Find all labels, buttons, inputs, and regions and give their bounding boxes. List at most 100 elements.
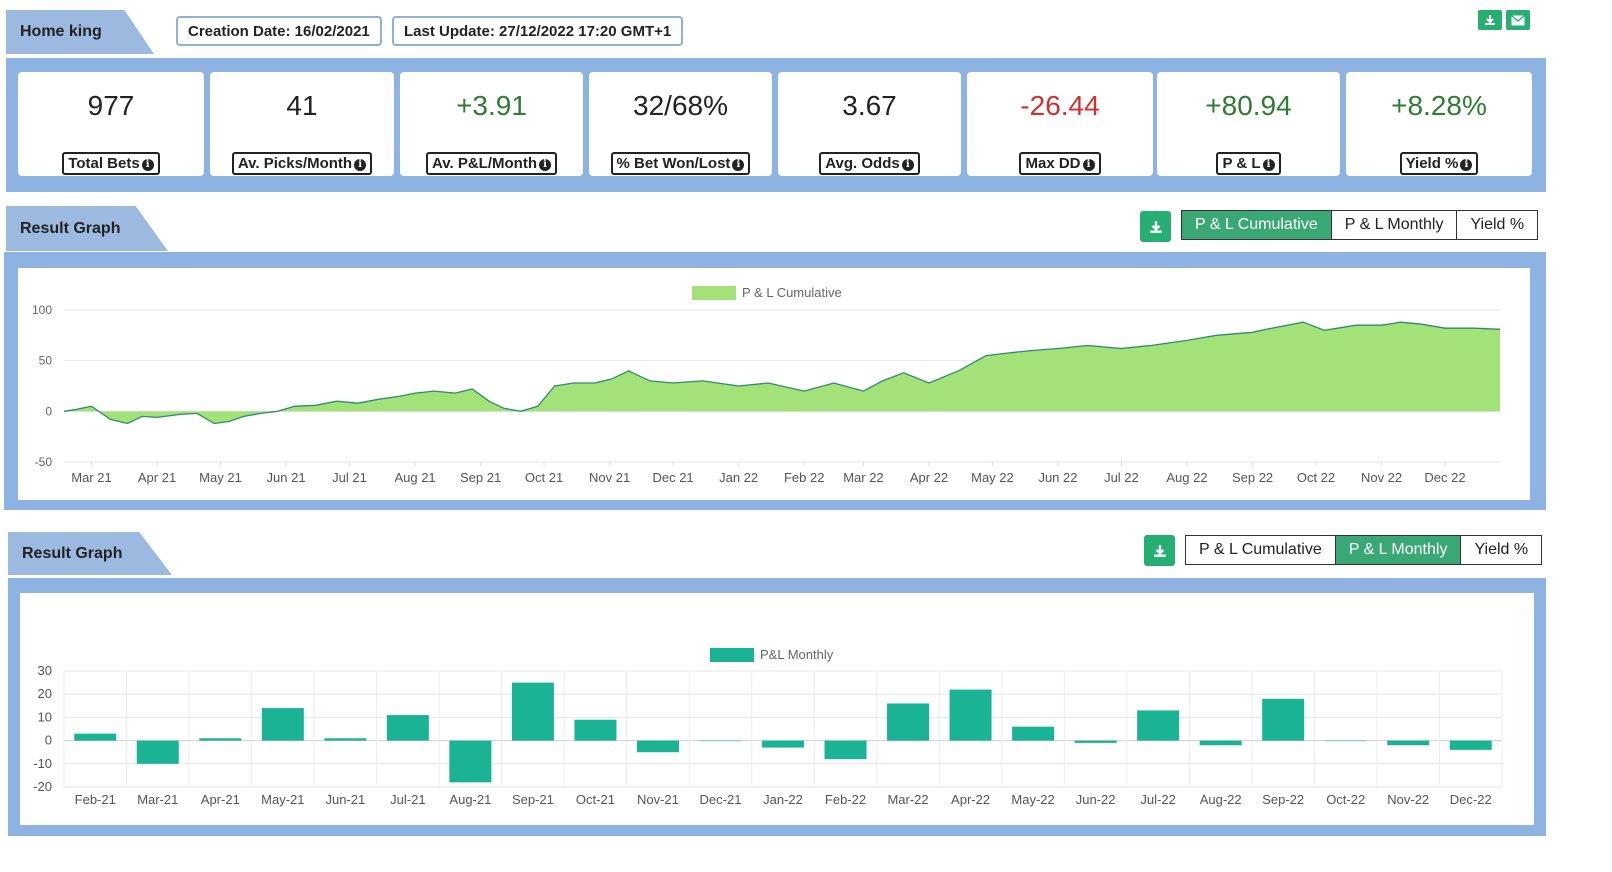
stat-label[interactable]: Max DD i bbox=[1019, 152, 1101, 175]
x-tick-label: Mar-22 bbox=[887, 792, 928, 807]
x-tick-label: Apr-21 bbox=[201, 792, 240, 807]
stat-label-text: P & L bbox=[1222, 155, 1261, 172]
x-tick-label: Mar 22 bbox=[843, 470, 883, 485]
x-tick-label: Feb 22 bbox=[784, 470, 824, 485]
x-tick-label: Sep 22 bbox=[1232, 470, 1273, 485]
x-tick-label: Aug 22 bbox=[1166, 470, 1207, 485]
x-tick-label: Dec 22 bbox=[1424, 470, 1465, 485]
x-tick-label: Nov-22 bbox=[1387, 792, 1429, 807]
x-tick-label: Apr 21 bbox=[138, 470, 176, 485]
stat-card: 3.67 Avg. Odds i bbox=[778, 72, 961, 176]
chart-mode-yield-button[interactable]: Yield % bbox=[1456, 211, 1538, 239]
stat-label[interactable]: Total Bets i bbox=[62, 152, 160, 175]
stat-label[interactable]: Avg. Odds i bbox=[819, 152, 920, 175]
bar bbox=[511, 682, 554, 741]
download-icon bbox=[1153, 544, 1166, 557]
chart-mode-cumulative-button[interactable]: P & L Cumulative bbox=[1182, 211, 1331, 239]
stat-label-text: Total Bets bbox=[68, 155, 140, 172]
stat-card: 977 Total Bets i bbox=[18, 72, 204, 176]
bar bbox=[699, 740, 742, 742]
stat-card: -26.44 Max DD i bbox=[967, 72, 1153, 176]
x-tick-label: Sep-22 bbox=[1262, 792, 1304, 807]
bar bbox=[1324, 740, 1367, 742]
download-icon[interactable] bbox=[1478, 10, 1502, 30]
stat-label-text: Max DD bbox=[1025, 155, 1081, 172]
bar bbox=[261, 708, 304, 741]
x-tick-label: Feb-22 bbox=[825, 792, 866, 807]
x-tick-label: Oct 22 bbox=[1297, 470, 1335, 485]
x-tick-label: Nov-21 bbox=[637, 792, 679, 807]
bar bbox=[1012, 726, 1055, 741]
stat-card: 32/68% % Bet Won/Lost i bbox=[589, 72, 772, 176]
chart2-panel: 30 20 10 0 -10 -20 Feb-21 Mar-21 Apr-21 May-21 Jun… bbox=[8, 578, 1546, 836]
stat-label[interactable]: Av. P&L/Month i bbox=[426, 152, 557, 175]
mail-icon[interactable] bbox=[1506, 10, 1530, 30]
x-tick-label: Dec-22 bbox=[1450, 792, 1492, 807]
bar bbox=[1074, 740, 1117, 743]
pnl-cumulative-chart: 100 50 0 -50 Mar 21 Apr 21 May 21 Jun 21 Jul 21 A… bbox=[32, 285, 1501, 485]
info-icon[interactable]: i bbox=[1262, 159, 1275, 171]
x-tick-label: Nov 21 bbox=[589, 470, 630, 485]
info-icon[interactable]: i bbox=[354, 159, 367, 171]
chart-mode-monthly-button[interactable]: P & L Monthly bbox=[1330, 211, 1457, 239]
info-icon[interactable]: i bbox=[539, 159, 551, 171]
stat-label[interactable]: Yield % i bbox=[1399, 152, 1479, 175]
x-tick-label: Dec-21 bbox=[700, 792, 742, 807]
stat-label[interactable]: % Bet Won/Lost i bbox=[610, 152, 751, 175]
x-tick-label: May-22 bbox=[1011, 792, 1054, 807]
x-tick-label: Jul 21 bbox=[332, 470, 367, 485]
chart1-mode-toggle: P & L Cumulative P & L Monthly Yield % bbox=[1181, 210, 1539, 240]
stat-label-text: Av. Picks/Month bbox=[237, 155, 353, 172]
stat-value: +8.28% bbox=[1391, 90, 1487, 121]
stat-value: +3.91 bbox=[456, 90, 527, 121]
chart1-download-button[interactable] bbox=[1140, 211, 1171, 242]
x-tick-label: Apr 22 bbox=[910, 470, 948, 485]
stat-label[interactable]: Av. Picks/Month i bbox=[231, 152, 373, 175]
pnl-monthly-chart: 30 20 10 0 -10 -20 Feb-21 Mar-21 Apr-21 May-21 Jun… bbox=[33, 647, 1503, 807]
x-tick-label: Mar 21 bbox=[71, 470, 111, 485]
page-title: Home king bbox=[6, 10, 154, 54]
legend-swatch bbox=[710, 648, 754, 662]
x-tick-label: Jun 21 bbox=[267, 470, 306, 485]
result-graph-title-2: Result Graph bbox=[8, 532, 172, 575]
stat-value: 977 bbox=[87, 90, 135, 121]
y-tick-label: 30 bbox=[38, 663, 52, 678]
legend-label: P & L Cumulative bbox=[742, 285, 842, 300]
y-tick-label: 0 bbox=[45, 404, 52, 418]
x-tick-label: May 22 bbox=[971, 470, 1014, 485]
last-update-badge: Last Update: 27/12/2022 17:20 GMT+1 bbox=[392, 16, 684, 46]
x-tick-label: Jan 22 bbox=[719, 470, 758, 485]
result-graph-title-1: Result Graph bbox=[6, 206, 168, 251]
top-actions bbox=[1478, 10, 1530, 30]
y-tick-label: 20 bbox=[38, 686, 52, 701]
info-icon[interactable]: i bbox=[1460, 159, 1473, 171]
bar bbox=[636, 740, 679, 753]
chart-mode-monthly-button[interactable]: P & L Monthly bbox=[1334, 536, 1461, 564]
x-tick-label: Oct-22 bbox=[1326, 792, 1365, 807]
x-tick-label: Oct-21 bbox=[576, 792, 615, 807]
info-icon[interactable]: i bbox=[901, 159, 914, 171]
stat-card: 41 Av. Picks/Month i bbox=[210, 72, 394, 176]
info-icon[interactable]: i bbox=[141, 159, 154, 171]
x-tick-label: Jul-21 bbox=[390, 792, 425, 807]
bar bbox=[824, 740, 867, 760]
bar bbox=[1449, 740, 1492, 750]
x-tick-label: Feb-21 bbox=[75, 792, 116, 807]
stat-label-text: % Bet Won/Lost bbox=[616, 155, 731, 172]
legend-swatch bbox=[692, 286, 736, 300]
info-icon[interactable]: i bbox=[732, 159, 745, 171]
x-tick-label: Jun 22 bbox=[1038, 470, 1077, 485]
bar bbox=[762, 740, 804, 748]
chart-mode-yield-button[interactable]: Yield % bbox=[1460, 536, 1542, 564]
chart2-download-button[interactable] bbox=[1144, 535, 1175, 566]
stat-card: +3.91 Av. P&L/Month i bbox=[400, 72, 583, 176]
stat-value: +80.94 bbox=[1205, 90, 1292, 121]
creation-date-badge: Creation Date: 16/02/2021 bbox=[176, 16, 382, 46]
chart-mode-cumulative-button[interactable]: P & L Cumulative bbox=[1186, 536, 1335, 564]
bar bbox=[386, 715, 429, 741]
y-tick-label: 50 bbox=[39, 354, 53, 368]
info-icon[interactable]: i bbox=[1082, 159, 1095, 171]
x-tick-label: Jun-21 bbox=[325, 792, 365, 807]
